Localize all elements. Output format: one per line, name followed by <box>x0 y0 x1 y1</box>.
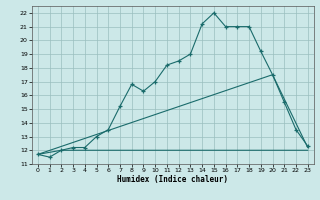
X-axis label: Humidex (Indice chaleur): Humidex (Indice chaleur) <box>117 175 228 184</box>
